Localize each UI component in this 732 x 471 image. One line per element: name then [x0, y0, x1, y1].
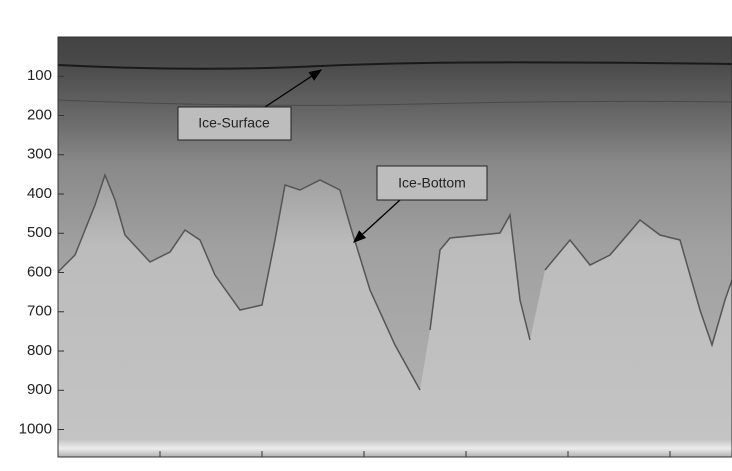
annotation-text: Ice-Bottom [398, 175, 466, 191]
y-tick-label: 300 [27, 146, 52, 163]
echogram [57, 37, 732, 457]
y-tick-label: 700 [27, 303, 52, 320]
y-tick-label: 100 [27, 67, 52, 84]
x-ticks [159, 451, 671, 457]
plot-frame [57, 36, 732, 458]
y-tick-label: 900 [27, 381, 52, 398]
annotation: Ice-Surface [177, 69, 323, 141]
annotation: Ice-Bottom [353, 165, 488, 243]
y-tick-label: 500 [27, 224, 52, 241]
annotation-text: Ice-Surface [198, 115, 270, 131]
y-tick-label: 800 [27, 342, 52, 359]
y-tick-label: 1000 [19, 420, 52, 437]
y-tick-label: 400 [27, 185, 52, 202]
y-tick-label: 200 [27, 106, 52, 123]
y-tick-label: 600 [27, 263, 52, 280]
